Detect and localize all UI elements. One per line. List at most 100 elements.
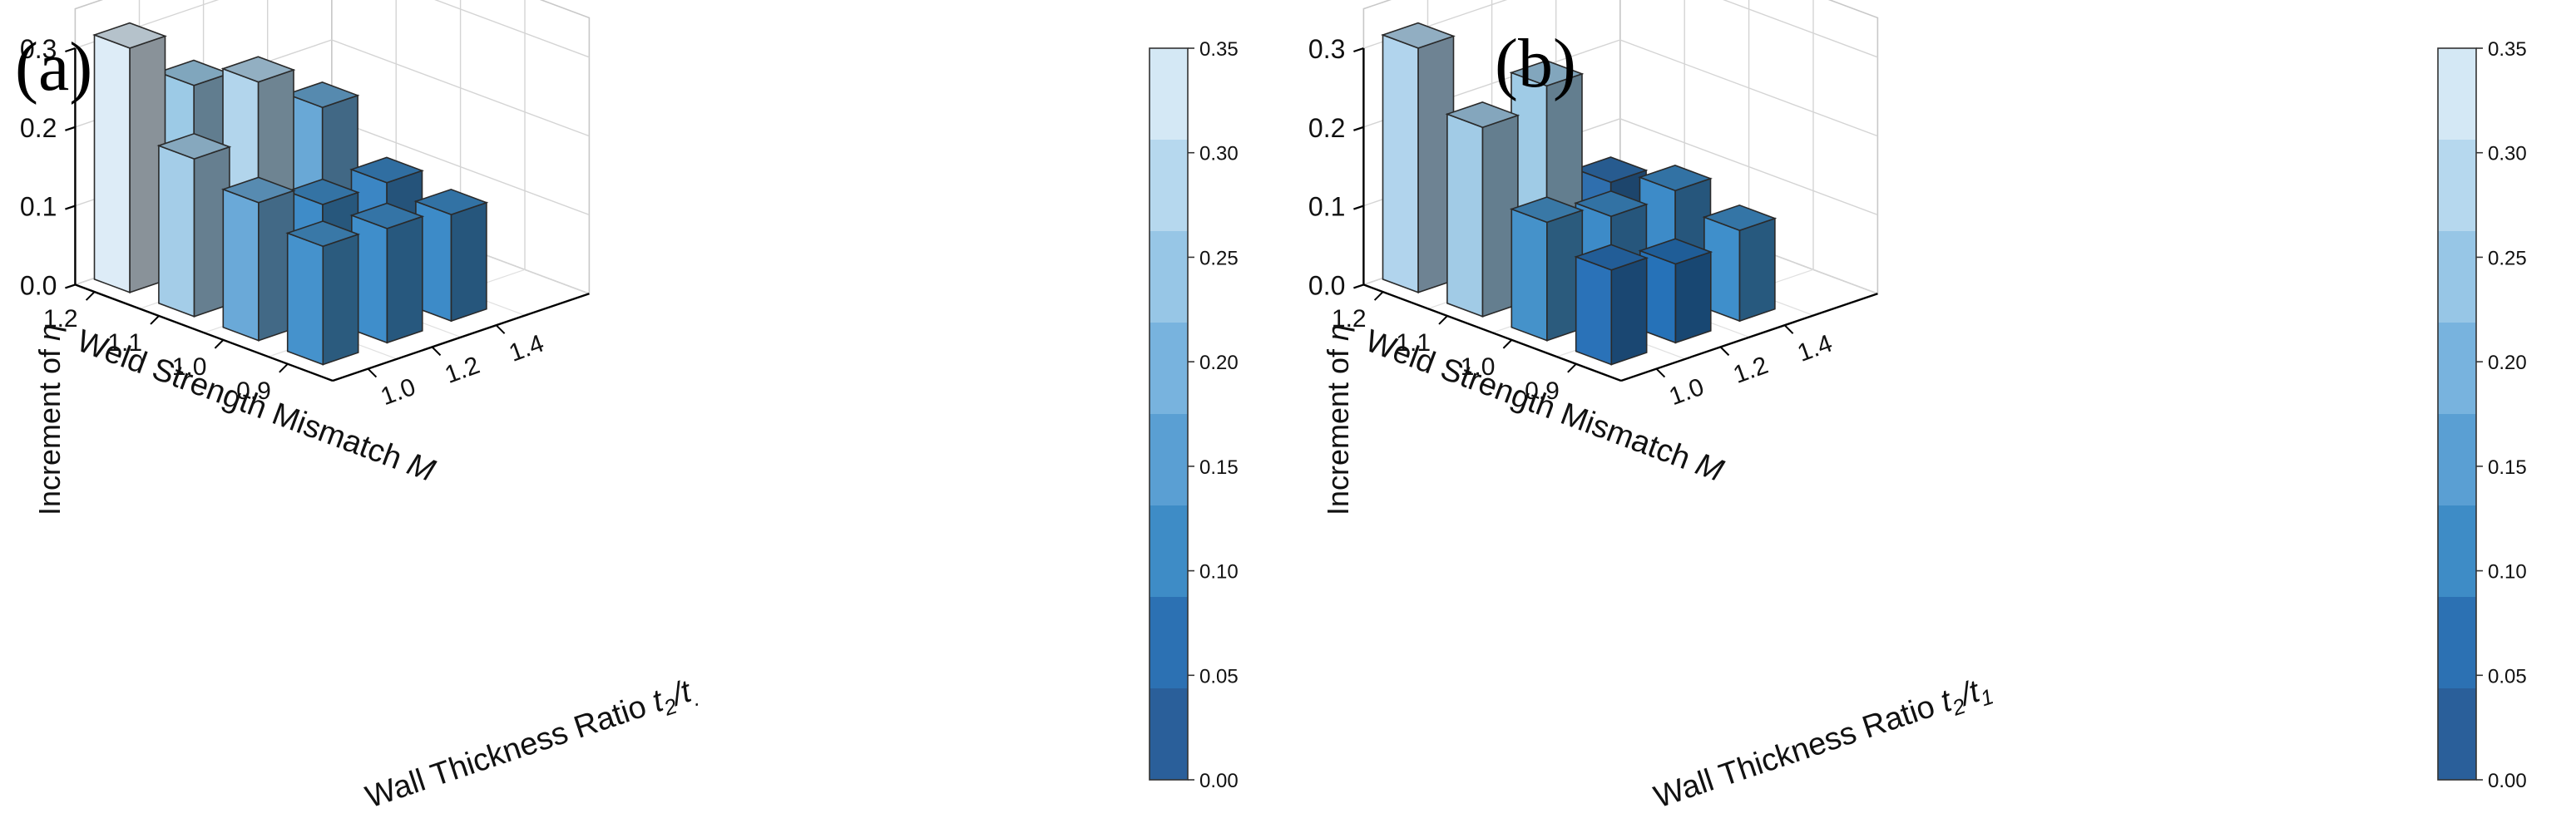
m-tick	[1567, 363, 1577, 373]
panel-label-b: (b)	[1495, 25, 1576, 102]
yaxis-label-a: Wall Thickness Ratio t2/t.	[362, 673, 703, 820]
colorbar-tick-label: 0.15	[2488, 456, 2527, 479]
bar-face-top	[220, 176, 296, 204]
t-tick-label: 1.2	[1730, 352, 1772, 389]
bar-face-top	[1445, 101, 1520, 129]
z-tick	[65, 126, 76, 131]
z-tick-label: 0.2	[1308, 113, 1345, 143]
bar-face-top	[1509, 196, 1585, 224]
bar-face-top	[285, 220, 361, 248]
zaxis-label-a-symbol: η	[32, 324, 67, 341]
bar-face-front	[158, 145, 195, 318]
chart-b-colorbar: 0.00 0.05 0.10 0.15 0.20 0.25 0.30 0.35	[2437, 38, 2527, 792]
colorbar-tick-label: 0.20	[2488, 352, 2527, 374]
t-axis-line	[1620, 293, 1878, 382]
m-tick	[1438, 315, 1448, 325]
z-tick-label: 0.3	[20, 34, 57, 64]
z-tick-label: 0.1	[1308, 192, 1345, 222]
z-tick-label: 0.2	[20, 113, 57, 143]
m-tick	[150, 315, 160, 325]
chart-b: 0.00.10.20.31.21.11.00.9 1.01.21.4 0.000.…	[1308, 0, 2527, 816]
colorbar-segment	[1150, 414, 1188, 505]
bar-face-top	[349, 202, 425, 229]
colorbar-segment	[1150, 140, 1188, 231]
xaxis-label-a-symbol: M	[403, 447, 440, 490]
colorbar-segment	[1150, 505, 1188, 597]
z-tick	[1353, 126, 1364, 131]
m-tick	[85, 291, 96, 301]
panel-label-a: (a)	[15, 28, 92, 106]
bar-face-top	[284, 81, 360, 109]
bar-M0.9-t1.2	[349, 202, 425, 344]
z-grid-line	[1363, 0, 1878, 58]
colorbar-segment	[2438, 231, 2476, 323]
colorbar-frame	[1149, 47, 1189, 781]
bar-M0.9-t1.4	[413, 188, 489, 323]
bar-M0.9-t1.4	[1702, 204, 1777, 323]
colorbar-segment	[1150, 597, 1188, 688]
bar-M1.1-t1.0	[1445, 101, 1520, 318]
t-tick-label: 1.4	[506, 329, 547, 367]
bar-face-top	[1638, 165, 1713, 192]
bar-face-front	[1510, 208, 1548, 342]
bar-M0.9-t1.2	[1638, 238, 1713, 344]
bar-face-top	[1509, 60, 1585, 87]
z-grid-line	[75, 0, 590, 58]
colorbar-segment	[1150, 48, 1188, 140]
bar-M1.2-t1.0	[1381, 22, 1456, 293]
colorbar-tick-label: 0.00	[2488, 770, 2527, 792]
bar-face-top	[220, 56, 296, 83]
bar-face-side	[1674, 250, 1712, 344]
m-tick-label: 0.9	[236, 377, 271, 405]
bar-face-top	[349, 156, 424, 184]
m-tick-label: 1.1	[107, 329, 142, 357]
chart-panel-b: 0.0 0.1 0.2 0.3 1.2 1.1 1.0 0.9 1.0 1.2 1.4 0.00 0.…	[1288, 0, 2576, 838]
bar-M0.9-t1.0	[1574, 244, 1649, 366]
colorbar-tick-label: 0.20	[1199, 352, 1239, 374]
bar-face-front	[1575, 255, 1613, 366]
z-tick	[65, 205, 76, 210]
z-tick-label: 0.3	[1308, 34, 1345, 64]
bar-face-top	[92, 22, 167, 49]
z-tick-label: 0.1	[20, 192, 57, 222]
bar-face-top	[1574, 190, 1649, 218]
m-tick-label: 1.0	[172, 353, 207, 381]
xaxis-label-b-symbol: M	[1691, 447, 1728, 490]
bar-face-side	[1738, 217, 1776, 323]
colorbar-tick-label: 0.30	[1199, 143, 1239, 165]
t-tick-label: 1.2	[442, 352, 483, 389]
colorbar-segment	[2438, 688, 2476, 780]
zaxis-label-a: Increment of η	[32, 324, 67, 515]
bar-face-top	[1702, 204, 1777, 231]
colorbar-tick-label: 0.10	[2488, 561, 2527, 584]
colorbar-tick-label: 0.30	[2488, 143, 2527, 165]
bar-face-top	[1573, 156, 1649, 184]
bar-face-front	[1382, 33, 1419, 293]
bar-face-side	[450, 201, 487, 323]
z-tick	[1353, 283, 1364, 289]
colorbar-tick-label: 0.05	[2488, 665, 2527, 688]
colorbar-tick-label: 0.25	[2488, 247, 2527, 269]
zaxis-label-b-symbol: η	[1321, 324, 1355, 341]
colorbar-segment	[1150, 688, 1188, 780]
colorbar-segment	[2438, 140, 2476, 231]
colorbar-segment	[1150, 323, 1188, 414]
colorbar-tick-label: 0.35	[2488, 38, 2527, 61]
chart-a-axes: 0.0 0.1 0.2 0.3 1.2 1.1 1.0 0.9 1.0 1.2 1.4	[20, 34, 590, 411]
t-tick	[367, 367, 378, 378]
m-tick-label: 0.9	[1525, 377, 1560, 405]
bar-face-front	[1446, 113, 1484, 318]
bar-face-top	[156, 132, 232, 160]
t-tick-label: 1.4	[1794, 329, 1836, 367]
bar-face-side	[1610, 257, 1648, 366]
bar-face-top	[1638, 238, 1713, 265]
m-tick	[214, 339, 225, 349]
colorbar-segment	[2438, 414, 2476, 505]
t-tick-label: 1.0	[378, 373, 419, 411]
m-tick-label: 1.0	[1461, 353, 1496, 381]
bar-M1.2-t1.0	[92, 22, 167, 293]
bar-M1.1-t1.0	[156, 132, 232, 318]
chart-b-bars	[1381, 22, 1777, 366]
chart-a-bars	[92, 22, 489, 366]
m-tick	[1502, 339, 1513, 349]
